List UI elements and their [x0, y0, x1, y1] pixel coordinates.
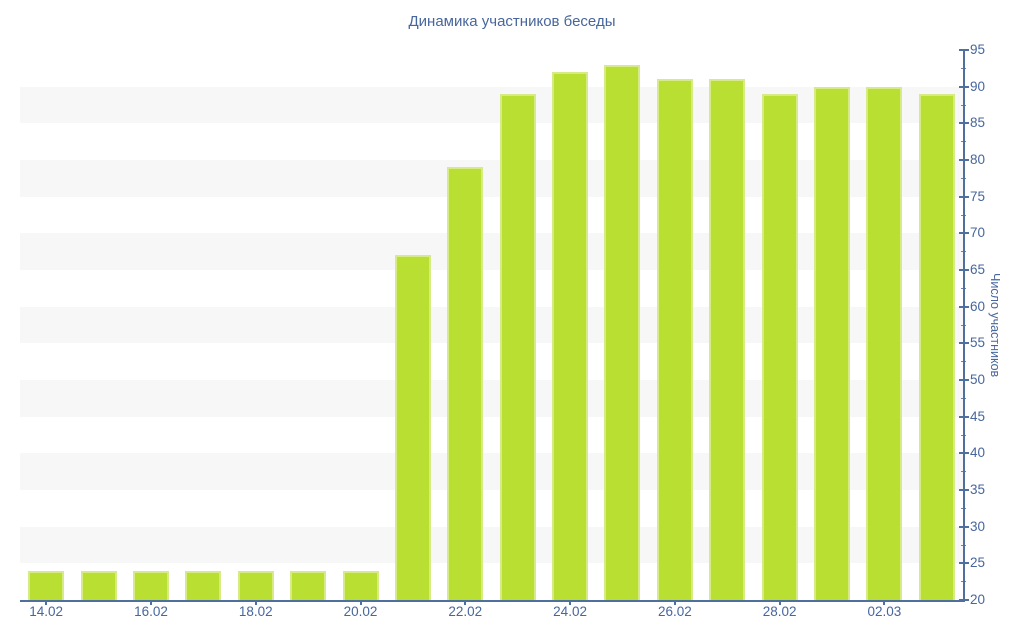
- y-tick-label: 85: [970, 115, 986, 131]
- y-tick-label: 65: [970, 262, 986, 277]
- y-minor-tick: [961, 544, 966, 546]
- y-minor-tick: [961, 581, 966, 583]
- y-major-tick: [959, 159, 969, 161]
- y-minor-tick: [961, 324, 966, 326]
- y-tick-label: 20: [970, 592, 986, 607]
- bar[interactable]: [237, 570, 274, 600]
- bar[interactable]: [185, 570, 222, 600]
- x-tick-label: 24.02: [553, 604, 587, 619]
- bar[interactable]: [499, 94, 536, 600]
- y-major-tick: [959, 122, 969, 125]
- y-major-tick: [959, 195, 969, 198]
- y-major-tick: [959, 415, 969, 418]
- chart-title: Динамика участников беседы: [408, 13, 616, 30]
- y-minor-tick: [961, 434, 966, 436]
- grid-band: [20, 86, 963, 124]
- bar[interactable]: [552, 72, 589, 600]
- x-tick-label: 20.02: [343, 604, 378, 619]
- grid-band: [20, 160, 963, 197]
- x-tick: [359, 600, 362, 605]
- x-tick: [464, 600, 467, 605]
- y-minor-tick: [961, 397, 966, 399]
- x-tick-label: 26.02: [657, 604, 692, 619]
- bar[interactable]: [290, 570, 327, 600]
- y-tick-label: 55: [970, 335, 986, 351]
- y-tick-label: 50: [970, 372, 986, 387]
- y-tick-label: 60: [970, 298, 986, 314]
- y-minor-tick: [961, 104, 966, 106]
- x-tick-label: 18.02: [238, 604, 273, 619]
- y-tick-label: 70: [970, 225, 986, 241]
- bar[interactable]: [132, 570, 169, 600]
- y-tick-label: 45: [970, 408, 986, 424]
- x-tick: [45, 600, 48, 605]
- grid-band: [20, 380, 963, 417]
- y-minor-tick: [961, 251, 966, 253]
- y-tick-label: 30: [970, 518, 986, 534]
- y-tick-label: 90: [970, 78, 986, 94]
- x-tick: [149, 600, 152, 605]
- bar[interactable]: [447, 167, 484, 600]
- x-tick: [883, 600, 886, 605]
- y-tick-label: 35: [970, 482, 986, 497]
- x-tick-label: 02.03: [867, 604, 902, 619]
- bar[interactable]: [761, 94, 798, 600]
- plot-area: [20, 50, 965, 602]
- x-tick-label: 16.02: [134, 604, 168, 619]
- y-minor-tick: [961, 471, 966, 473]
- bar[interactable]: [709, 79, 746, 600]
- bar[interactable]: [866, 86, 903, 600]
- y-major-tick: [959, 525, 969, 528]
- bar[interactable]: [656, 79, 693, 600]
- bar[interactable]: [394, 255, 431, 600]
- bar[interactable]: [814, 86, 851, 600]
- y-major-tick: [959, 269, 969, 271]
- x-tick: [254, 600, 257, 605]
- y-axis-title: Число участников: [988, 272, 1002, 378]
- bar[interactable]: [918, 94, 955, 600]
- bar[interactable]: [28, 570, 65, 600]
- x-tick-label: 28.02: [762, 604, 797, 619]
- y-major-tick: [959, 599, 969, 601]
- bar[interactable]: [604, 64, 641, 600]
- y-major-tick: [959, 379, 969, 381]
- y-major-tick: [959, 305, 969, 308]
- y-minor-tick: [961, 507, 966, 509]
- y-major-tick: [959, 452, 969, 455]
- y-major-tick: [959, 85, 969, 88]
- y-minor-tick: [961, 177, 966, 179]
- y-minor-tick: [961, 287, 966, 289]
- grid-band: [20, 306, 963, 344]
- x-tick-label: 22.02: [448, 604, 483, 619]
- y-minor-tick: [961, 214, 966, 216]
- y-tick-label: 80: [970, 152, 986, 167]
- y-tick-label: 25: [970, 555, 986, 571]
- x-tick-label: 14.02: [29, 604, 64, 619]
- y-major-tick: [959, 342, 969, 345]
- y-minor-tick: [961, 67, 966, 69]
- grid-band: [20, 526, 963, 564]
- y-minor-tick: [961, 361, 966, 363]
- y-major-tick: [959, 49, 969, 51]
- y-major-tick: [959, 562, 969, 565]
- y-major-tick: [959, 489, 969, 491]
- x-tick: [778, 600, 781, 605]
- x-tick: [673, 600, 676, 605]
- grid-band: [20, 233, 963, 270]
- bar[interactable]: [80, 570, 117, 600]
- bar[interactable]: [342, 570, 379, 600]
- x-tick: [569, 600, 572, 605]
- y-tick-label: 40: [970, 445, 986, 461]
- grid-band: [20, 453, 963, 490]
- y-minor-tick: [961, 141, 966, 143]
- y-tick-label: 95: [970, 42, 986, 57]
- y-major-tick: [959, 232, 969, 235]
- y-tick-label: 75: [970, 188, 986, 204]
